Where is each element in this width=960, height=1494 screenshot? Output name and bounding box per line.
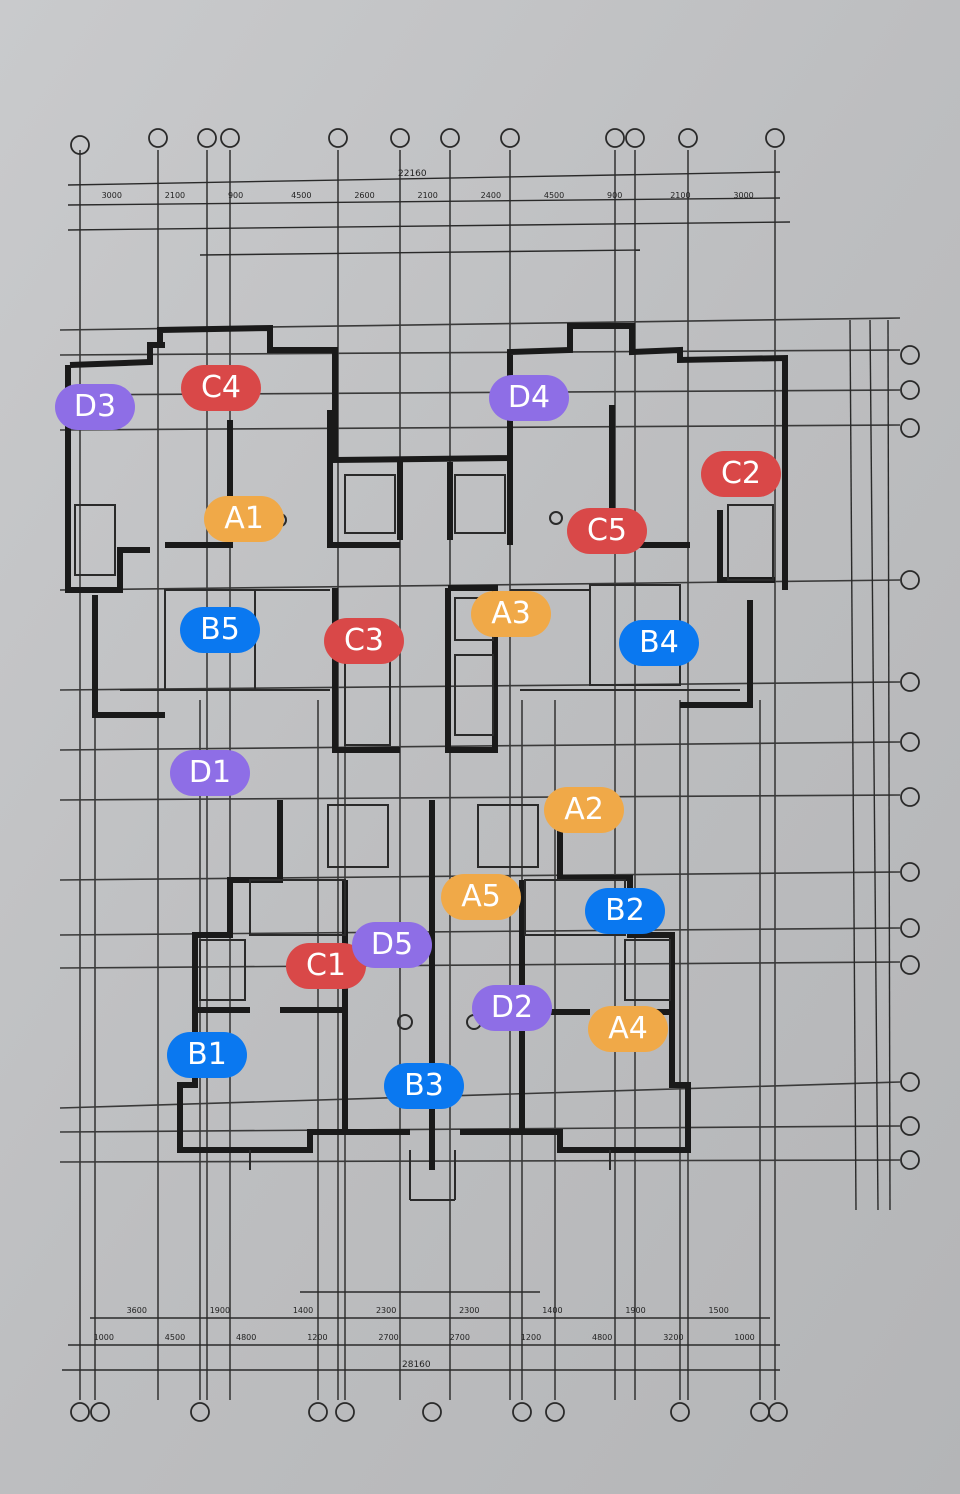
- dimension-value: 1200: [307, 1333, 327, 1342]
- axis-bubbles-top: [70, 128, 785, 155]
- dimension-value: 1400: [542, 1306, 562, 1315]
- bottom-dimension-lines: [62, 1291, 780, 1371]
- dimension-value: 1200: [521, 1333, 541, 1342]
- dimension-value: 1900: [625, 1306, 645, 1315]
- dimension-value: 4800: [592, 1333, 612, 1342]
- right-dimension-lines: [849, 319, 891, 1211]
- dimension-value: 1900: [210, 1306, 230, 1315]
- room-label-d1: D1: [170, 750, 250, 796]
- dimension-value: 2400: [481, 191, 501, 200]
- dimension-value: 2600: [354, 191, 374, 200]
- room-label-b4: B4: [619, 620, 699, 666]
- room-label-d3: D3: [55, 384, 135, 430]
- room-label-d2: D2: [472, 985, 552, 1031]
- room-label-c3: C3: [324, 618, 404, 664]
- lower-internal-lines: [199, 804, 671, 1201]
- bottom-total-dimension: 28160: [402, 1360, 431, 1370]
- room-label-b1: B1: [167, 1032, 247, 1078]
- dimension-value: 2100: [165, 191, 185, 200]
- dimension-value: 2300: [459, 1306, 479, 1315]
- room-label-b2: B2: [585, 888, 665, 934]
- dimension-value: 4500: [291, 191, 311, 200]
- dimension-value: 900: [228, 191, 243, 200]
- room-label-a2: A2: [544, 787, 624, 833]
- dimension-value: 1500: [708, 1306, 728, 1315]
- room-label-a3: A3: [471, 591, 551, 637]
- dimension-value: 3600: [127, 1306, 147, 1315]
- dimension-value: 3000: [733, 191, 753, 200]
- dimension-value: 2700: [378, 1333, 398, 1342]
- dimension-text: 22160 28160: [398, 169, 431, 1370]
- dimension-value: 4500: [544, 191, 564, 200]
- dimension-value: 3200: [663, 1333, 683, 1342]
- room-label-b3: B3: [384, 1063, 464, 1109]
- room-label-a4: A4: [588, 1006, 668, 1052]
- room-label-c2: C2: [701, 451, 781, 497]
- top-row-dimensions: 3000 2100 900 4500 2600 2100 2400 4500 900 2100 30…: [102, 191, 754, 200]
- room-label-a1: A1: [204, 496, 284, 542]
- room-label-d4: D4: [489, 375, 569, 421]
- dimension-value: 4500: [165, 1333, 185, 1342]
- dimension-value: 2300: [376, 1306, 396, 1315]
- dimension-value: 2100: [418, 191, 438, 200]
- room-label-a5: A5: [441, 874, 521, 920]
- dimension-value: 1000: [734, 1333, 754, 1342]
- bottom-row2-dimensions: 3600 1900 1400 2300 2300 1400 1900 1500: [127, 1306, 729, 1315]
- dimension-value: 2700: [450, 1333, 470, 1342]
- dimension-value: 1400: [293, 1306, 313, 1315]
- axis-bubbles-bottom: [70, 1402, 788, 1422]
- top-dimension-lines: [67, 171, 791, 256]
- dimension-value: 900: [607, 191, 622, 200]
- dimension-value: 2100: [670, 191, 690, 200]
- room-label-c4: C4: [181, 365, 261, 411]
- top-total-dimension: 22160: [398, 169, 427, 179]
- bottom-row-dimensions: 1000 4500 4800 1200 2700 2700 1200 4800 3200 1000: [94, 1333, 755, 1342]
- room-label-c5: C5: [567, 508, 647, 554]
- axis-bubbles-right: [900, 345, 920, 1170]
- dimension-value: 3000: [102, 191, 122, 200]
- dimension-value: 4800: [236, 1333, 256, 1342]
- room-label-b5: B5: [180, 607, 260, 653]
- dimension-value: 1000: [94, 1333, 114, 1342]
- room-label-d5: D5: [352, 922, 432, 968]
- upper-walls: [65, 323, 788, 753]
